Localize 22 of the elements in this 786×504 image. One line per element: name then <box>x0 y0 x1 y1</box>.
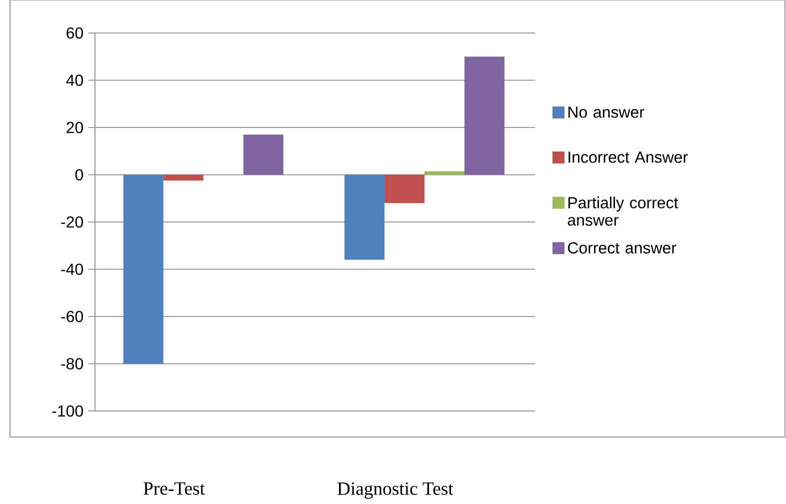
bar <box>384 174 424 204</box>
y-tick-label: -80 <box>61 358 83 370</box>
y-tick-label: 20 <box>66 122 83 134</box>
legend-label: No answer <box>568 106 644 118</box>
y-tick-label: -40 <box>61 264 83 275</box>
legend-label: Partially correct answer <box>568 196 678 226</box>
y-tick-label: -60 <box>61 310 83 322</box>
legend-label: Incorrect Answer <box>568 152 688 163</box>
bar <box>464 56 504 175</box>
bar <box>344 174 384 260</box>
bar <box>424 171 464 175</box>
bar <box>163 174 204 181</box>
y-tick-label: -20 <box>61 216 83 228</box>
bar <box>243 134 284 175</box>
legend-label: Correct answer <box>568 242 676 254</box>
bar <box>123 174 164 364</box>
x-tick-label: Pre-Test <box>144 482 205 495</box>
y-tick-label: 0 <box>75 169 84 180</box>
y-tick-label: -100 <box>52 405 83 417</box>
y-tick-label: 60 <box>66 27 83 39</box>
x-tick-label: Diagnostic Test <box>337 482 454 499</box>
y-tick-label: 40 <box>66 74 83 86</box>
